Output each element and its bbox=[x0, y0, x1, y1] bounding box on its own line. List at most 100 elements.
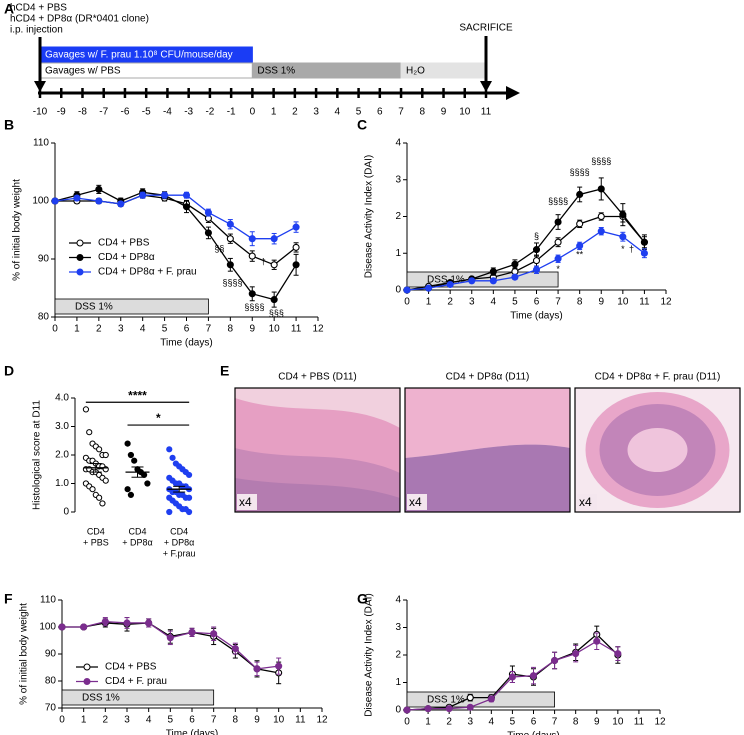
significance-mark: §§§§ bbox=[591, 156, 611, 166]
y-tick-label: 80 bbox=[45, 676, 57, 687]
image-frame bbox=[574, 387, 741, 513]
y-axis-label: % of initial body weight bbox=[12, 179, 23, 281]
x-tick-label: 1 bbox=[81, 715, 87, 726]
data-point bbox=[275, 662, 283, 670]
data-point bbox=[532, 257, 541, 265]
y-tick-label: 100 bbox=[39, 622, 56, 633]
dss-label: DSS 1% bbox=[82, 693, 120, 704]
legend-marker bbox=[83, 663, 91, 671]
image-frame bbox=[234, 387, 401, 513]
data-point bbox=[466, 703, 474, 711]
x-tick-label: 5 bbox=[168, 715, 174, 726]
timeline-tick-label: 2 bbox=[292, 107, 298, 118]
data-point bbox=[270, 235, 278, 243]
y-tick-label: 1 bbox=[395, 248, 401, 259]
data-point bbox=[593, 637, 601, 645]
timeline-tick-label: -3 bbox=[184, 107, 193, 118]
y-tick-label: 80 bbox=[38, 312, 50, 323]
tissue bbox=[235, 478, 400, 512]
timeline-tick-label: 3 bbox=[313, 107, 319, 118]
image-caption: CD4 + PBS (D11) bbox=[278, 372, 356, 383]
legend-marker bbox=[76, 239, 84, 247]
data-point bbox=[270, 296, 278, 304]
data-point bbox=[127, 491, 134, 498]
data-point bbox=[99, 500, 106, 507]
data-point bbox=[508, 673, 516, 681]
data-point bbox=[182, 203, 191, 211]
y-tick-label: 4.0 bbox=[55, 393, 69, 404]
data-point bbox=[403, 286, 411, 294]
magnification-box bbox=[407, 494, 427, 510]
data-point bbox=[403, 706, 411, 714]
panel-letter: D bbox=[4, 363, 14, 379]
data-point bbox=[124, 440, 131, 447]
x-tick-label: 9 bbox=[254, 715, 260, 726]
x-tick-label: 9 bbox=[598, 297, 604, 308]
legend-label: CD4 + F. prau bbox=[105, 676, 167, 687]
data-point bbox=[89, 486, 96, 493]
legend-marker bbox=[83, 678, 91, 685]
data-point bbox=[117, 200, 125, 208]
y-tick-label: 3 bbox=[395, 622, 401, 633]
data-point bbox=[554, 218, 562, 226]
data-point bbox=[161, 191, 169, 199]
data-point bbox=[96, 446, 103, 453]
significance-mark: §§ bbox=[214, 244, 224, 254]
data-point bbox=[139, 191, 147, 199]
x-tick-label: 8 bbox=[228, 324, 234, 335]
data-point bbox=[292, 223, 300, 231]
y-tick-label: 4 bbox=[395, 595, 401, 606]
timeline-tick-label: 6 bbox=[377, 107, 383, 118]
x-tick-label: 1 bbox=[426, 297, 432, 308]
y-tick-label: 1.0 bbox=[55, 478, 69, 489]
category-label: + PBS bbox=[83, 537, 109, 547]
legend-label: CD4 + DP8α + F. prau bbox=[98, 267, 197, 278]
panel-letter: B bbox=[4, 117, 14, 133]
timeline-tick-label: 1 bbox=[271, 107, 277, 118]
data-point bbox=[445, 705, 453, 713]
x-tick-label: 4 bbox=[146, 715, 152, 726]
timeline-tick-label: 7 bbox=[398, 107, 404, 118]
series-line bbox=[54, 194, 297, 240]
data-point bbox=[131, 457, 138, 464]
x-tick-label: 8 bbox=[577, 297, 583, 308]
dss-bar bbox=[406, 691, 555, 708]
data-point bbox=[292, 261, 300, 269]
data-point bbox=[572, 650, 580, 658]
y-tick-label: 0 bbox=[395, 705, 401, 716]
x-tick-label: 12 bbox=[660, 297, 672, 308]
legend-marker bbox=[76, 254, 84, 261]
x-tick-label: 0 bbox=[59, 715, 65, 726]
y-tick-label: 3.0 bbox=[55, 421, 69, 432]
data-point bbox=[226, 220, 234, 228]
data-point bbox=[145, 619, 153, 627]
series-line bbox=[406, 230, 645, 291]
category-label: CD4 bbox=[128, 526, 146, 536]
event-label: hCD4 + DP8α (DR*0401 clone) bbox=[10, 14, 149, 25]
y-axis-label: % of initial body weight bbox=[19, 603, 30, 705]
data-point bbox=[270, 261, 278, 269]
category-label: CD4 bbox=[87, 526, 105, 536]
data-point bbox=[204, 209, 212, 217]
series-line bbox=[62, 620, 279, 670]
tissue bbox=[627, 428, 688, 472]
timeline-tick-label: -4 bbox=[163, 107, 172, 118]
x-tick-label: 9 bbox=[249, 324, 255, 335]
category-label: + F.prau bbox=[163, 548, 196, 558]
x-tick-label: 2 bbox=[447, 297, 453, 308]
x-axis-label: Time (days) bbox=[160, 338, 212, 349]
data-point bbox=[182, 191, 191, 199]
panel-letter: C bbox=[357, 117, 367, 133]
y-tick-label: 70 bbox=[45, 703, 57, 714]
x-tick-label: 11 bbox=[291, 324, 302, 335]
timeline-tick-label: 11 bbox=[481, 107, 492, 118]
x-tick-label: 3 bbox=[467, 717, 473, 728]
x-tick-label: 9 bbox=[594, 717, 600, 728]
y-tick-label: 3 bbox=[395, 174, 401, 185]
timeline-tick-label: 9 bbox=[441, 107, 447, 118]
magnification-box bbox=[237, 494, 257, 510]
magnification: x4 bbox=[579, 495, 592, 509]
x-tick-label: 4 bbox=[491, 297, 497, 308]
category-label: + DP8α bbox=[122, 537, 152, 547]
